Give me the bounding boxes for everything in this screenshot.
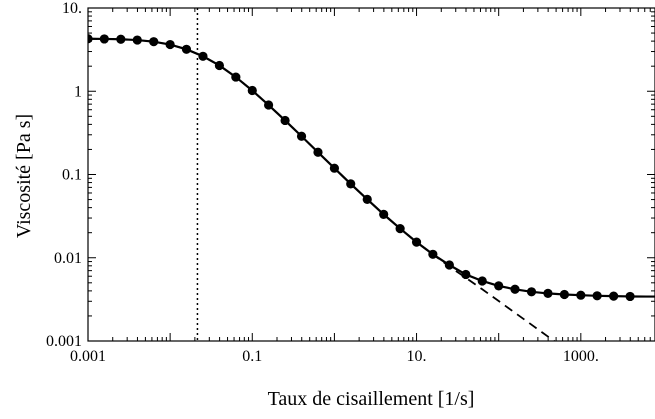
y-tick-label: 0.001 xyxy=(46,333,82,350)
data-point xyxy=(576,290,586,300)
data-point xyxy=(99,34,109,44)
data-point xyxy=(263,100,274,110)
x-tick-label: 1000. xyxy=(563,348,599,365)
data-point xyxy=(181,44,192,54)
data-point xyxy=(313,147,323,157)
data-point xyxy=(543,288,553,299)
data-point xyxy=(346,179,356,189)
y-axis-label: Viscosité [Pa s] xyxy=(13,114,35,238)
data-point xyxy=(231,72,241,82)
data-point xyxy=(116,34,126,44)
data-point xyxy=(444,260,454,270)
data-point xyxy=(494,281,504,291)
data-point xyxy=(280,115,290,126)
data-point xyxy=(379,209,389,219)
plot-frame xyxy=(87,7,655,342)
data-point xyxy=(428,249,438,259)
data-point xyxy=(411,237,422,247)
tick-labels: 0.001 0.1 10. 1000. 0.001 0.01 0.1 1 10. xyxy=(46,0,599,365)
y-tick-label: 0.01 xyxy=(54,250,82,267)
data-point xyxy=(214,60,225,71)
data-point xyxy=(609,291,619,301)
y-tick-label: 10. xyxy=(62,0,82,17)
data-point xyxy=(510,284,520,294)
y-tick-label: 0.1 xyxy=(62,167,82,184)
data-point xyxy=(198,51,208,61)
data-point xyxy=(165,39,175,50)
x-tick-label: 10. xyxy=(407,348,427,365)
data-point xyxy=(362,194,372,204)
data-point xyxy=(149,37,159,47)
data-point xyxy=(477,276,487,286)
data-point xyxy=(296,131,307,141)
data-point xyxy=(247,85,257,96)
series-layer xyxy=(88,8,655,341)
data-point xyxy=(461,269,471,280)
data-point xyxy=(329,163,340,173)
axis-ticks xyxy=(87,7,655,342)
x-tick-label: 0.1 xyxy=(242,348,262,365)
fit-curve-line xyxy=(88,37,655,298)
data-point xyxy=(559,289,569,300)
data-point xyxy=(592,291,602,301)
data-point xyxy=(132,35,142,45)
x-tick-label: 0.001 xyxy=(70,348,106,365)
y-tick-label: 1 xyxy=(74,83,82,100)
data-point xyxy=(395,223,405,234)
x-axis-label: Taux de cisaillement [1/s] xyxy=(268,388,475,410)
data-point xyxy=(88,34,93,44)
data-point xyxy=(526,287,537,297)
data-point xyxy=(625,291,635,302)
